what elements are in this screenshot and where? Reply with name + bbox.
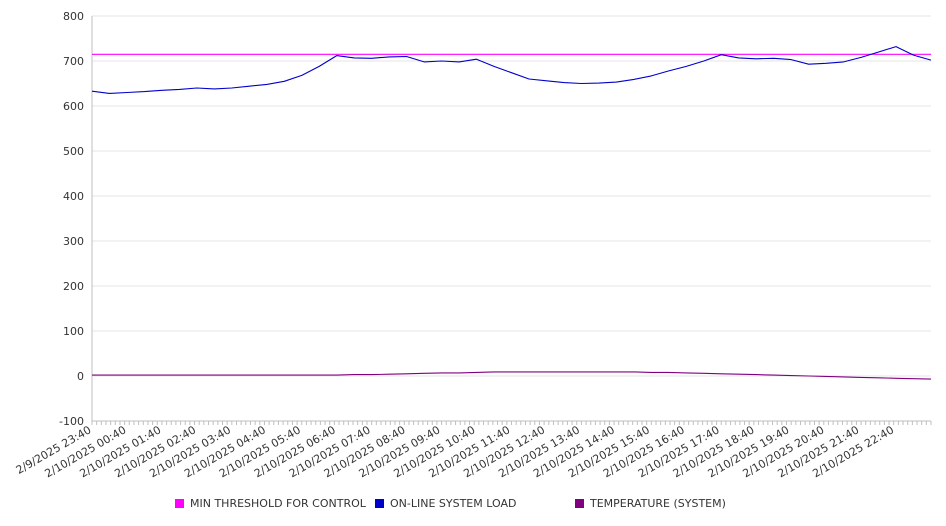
y-tick-label: 600	[63, 100, 84, 113]
y-tick-label: -100	[59, 415, 84, 428]
legend-item-min-threshold: MIN THRESHOLD FOR CONTROL	[175, 497, 366, 510]
legend-item-system-load: ON-LINE SYSTEM LOAD	[375, 497, 516, 510]
y-tick-label: 200	[63, 280, 84, 293]
y-tick-label: 300	[63, 235, 84, 248]
legend-swatch	[175, 499, 184, 508]
legend-swatch	[575, 499, 584, 508]
legend-item-temperature: TEMPERATURE (SYSTEM)	[575, 497, 726, 510]
y-tick-label: 500	[63, 145, 84, 158]
series-line-2	[92, 371, 932, 380]
legend-label: MIN THRESHOLD FOR CONTROL	[190, 497, 366, 510]
y-tick-label: 700	[63, 55, 84, 68]
legend-label: ON-LINE SYSTEM LOAD	[390, 497, 517, 510]
plot-area	[91, 46, 932, 380]
y-tick-label: 100	[63, 325, 84, 338]
line-chart: 800 700 600 500 400 300 200 100 0 -100 2/9/2025 2…	[14, 10, 932, 480]
legend-swatch	[375, 499, 384, 508]
legend: MIN THRESHOLD FOR CONTROL ON-LINE SYSTEM…	[0, 497, 946, 515]
legend-label: TEMPERATURE (SYSTEM)	[590, 497, 726, 510]
x-axis: 2/9/2025 23:402/10/2025 00:402/10/2025 0…	[14, 420, 932, 480]
gridlines	[92, 15, 931, 422]
y-tick-label: 800	[63, 10, 84, 23]
y-axis: 800 700 600 500 400 300 200 100 0 -100	[59, 10, 93, 428]
y-tick-label: 400	[63, 190, 84, 203]
y-tick-label: 0	[77, 370, 84, 383]
series-line-1	[91, 46, 932, 94]
